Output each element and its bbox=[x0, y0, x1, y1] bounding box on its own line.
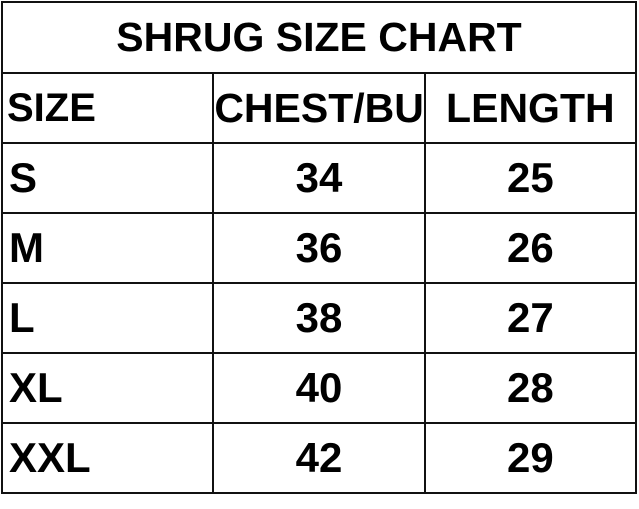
chest-cell: 34 bbox=[212, 142, 426, 214]
size-chart-table: SHRUG SIZE CHART SIZE CHEST/BUST LENGTH … bbox=[0, 1, 638, 494]
table-row: XXL 42 29 bbox=[0, 422, 638, 494]
chest-cell: 42 bbox=[212, 422, 426, 494]
table-row: XL 40 28 bbox=[0, 352, 638, 424]
table-row: S 34 25 bbox=[0, 142, 638, 214]
size-cell: XXL bbox=[0, 422, 215, 494]
size-cell: M bbox=[0, 212, 215, 284]
header-length: LENGTH bbox=[423, 72, 638, 144]
length-cell: 26 bbox=[423, 212, 638, 284]
chest-cell: 40 bbox=[212, 352, 426, 424]
size-cell: XL bbox=[0, 352, 215, 424]
chest-cell: 38 bbox=[212, 282, 426, 354]
header-row: SIZE CHEST/BUST LENGTH bbox=[0, 72, 638, 144]
title-row: SHRUG SIZE CHART bbox=[1, 1, 637, 74]
size-cell: S bbox=[0, 142, 215, 214]
header-size: SIZE bbox=[0, 72, 215, 144]
length-cell: 28 bbox=[423, 352, 638, 424]
size-cell: L bbox=[0, 282, 215, 354]
chest-cell: 36 bbox=[212, 212, 426, 284]
table-row: M 36 26 bbox=[0, 212, 638, 284]
length-cell: 25 bbox=[423, 142, 638, 214]
table-row: L 38 27 bbox=[0, 282, 638, 354]
header-chest-bust: CHEST/BUST bbox=[212, 72, 426, 144]
length-cell: 29 bbox=[423, 422, 638, 494]
length-cell: 27 bbox=[423, 282, 638, 354]
chart-title: SHRUG SIZE CHART bbox=[1, 1, 637, 74]
